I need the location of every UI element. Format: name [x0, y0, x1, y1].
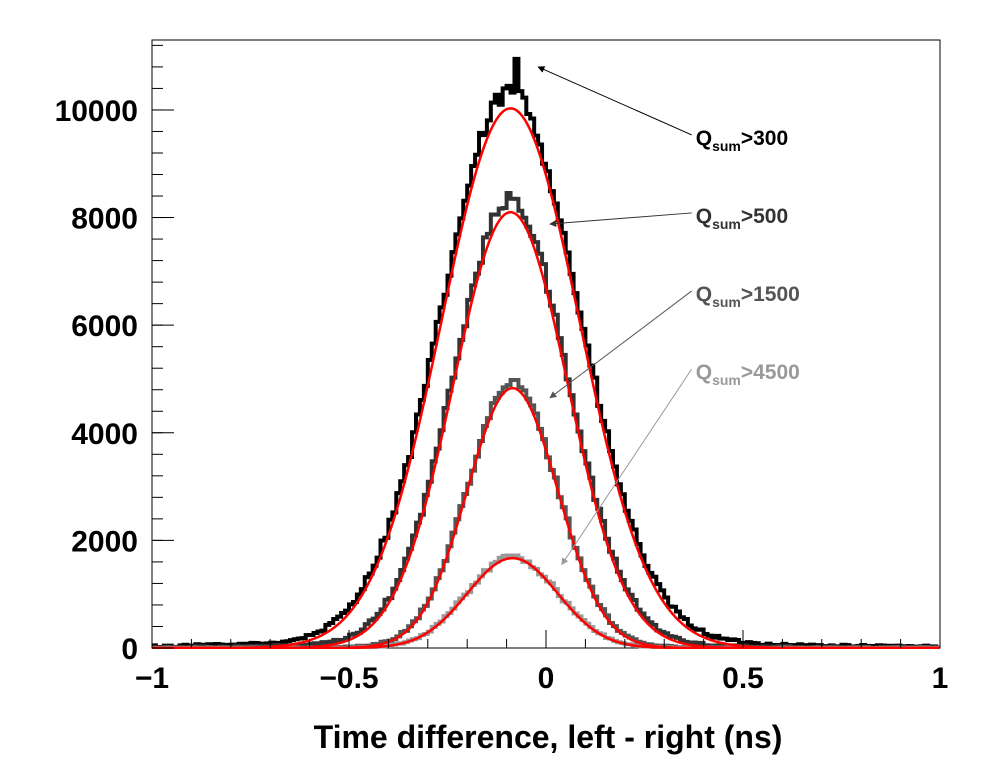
- y-tick-label: 0: [121, 633, 138, 666]
- fit-curves: [152, 107, 940, 649]
- y-tick-label: 6000: [71, 310, 138, 343]
- histograms: [152, 56, 940, 649]
- y-tick-label: 10000: [55, 95, 138, 128]
- x-tick-label: 0: [538, 662, 555, 695]
- arrow-q300: [537, 66, 692, 136]
- x-tick-label: 0.5: [722, 662, 764, 695]
- histogram-q1500: [152, 378, 940, 649]
- arrow-q4500: [561, 368, 693, 566]
- axes: −1 −0.5 0 0.5 1 0 2000 4000 6000 8000 10000: [55, 44, 949, 695]
- arrow-q1500: [549, 290, 693, 399]
- fit-curve-q4500: [152, 556, 940, 649]
- label-q500: Qsum>500: [696, 205, 788, 232]
- y-tick-label: 8000: [71, 203, 138, 236]
- plot-frame: [151, 39, 941, 649]
- x-tick-label: −1: [135, 662, 169, 695]
- x-axis-title: Time difference, left - right (ns): [314, 719, 783, 755]
- label-q1500: Qsum>1500: [696, 283, 800, 310]
- fit-curve-q300: [152, 107, 940, 649]
- label-q300: Qsum>300: [696, 127, 788, 154]
- x-tick-label: −0.5: [319, 662, 378, 695]
- arrow-q500: [549, 212, 692, 228]
- x-tick-label: 1: [932, 662, 949, 695]
- annotations: Qsum>300 Qsum>500 Qsum>1500 Qsum>4500: [537, 66, 800, 566]
- fit-curve-q1500: [152, 386, 940, 649]
- y-tick-label: 2000: [71, 525, 138, 558]
- histogram-q300: [152, 56, 940, 649]
- y-tick-label: 4000: [71, 418, 138, 451]
- label-q4500: Qsum>4500: [696, 361, 800, 388]
